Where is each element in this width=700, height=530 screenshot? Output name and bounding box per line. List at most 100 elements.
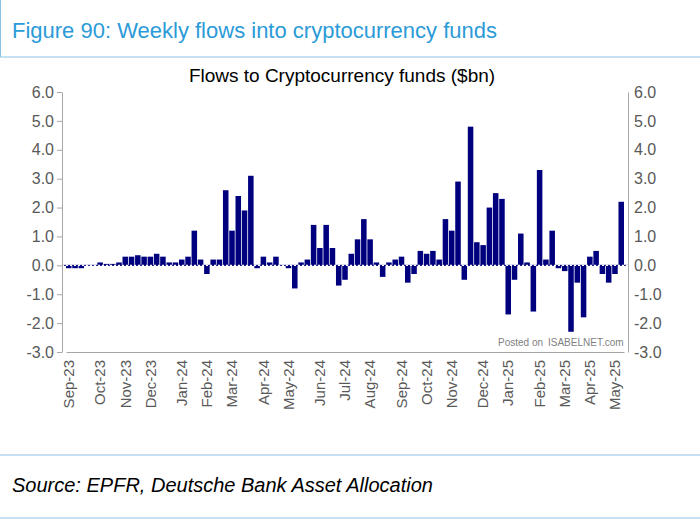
- bar: [618, 202, 624, 266]
- tick: 0.0: [32, 257, 62, 274]
- tick: 5.0: [628, 113, 656, 130]
- bar: [148, 257, 154, 266]
- tick: Apr-24: [255, 352, 272, 405]
- tick: 1.0: [32, 228, 62, 245]
- x-axis: Sep-23Oct-23Nov-23Dec-23Jan-24Feb-24Mar-…: [60, 352, 624, 410]
- bar: [505, 265, 511, 314]
- bar: [292, 265, 298, 288]
- y2-axis: 6.05.04.03.02.01.00.0-1.0-2.0-3.0: [628, 84, 662, 361]
- tick: -2.0: [628, 315, 662, 332]
- tick-label: 3.0: [32, 170, 54, 187]
- tick-label: Oct-24: [418, 360, 435, 405]
- tick-label: 2.0: [32, 199, 54, 216]
- tick: Dec-23: [142, 352, 159, 408]
- bar: [487, 208, 493, 266]
- tick: 0.0: [628, 257, 656, 274]
- bar: [305, 260, 311, 266]
- bar: [581, 265, 587, 317]
- tick-mark: [57, 265, 62, 266]
- tick: Jan-24: [173, 352, 190, 406]
- tick: Jan-25: [499, 352, 516, 406]
- bar: [229, 231, 235, 266]
- bar: [449, 231, 455, 266]
- tick-label: Dec-24: [474, 360, 491, 408]
- tick: Mar-24: [223, 352, 240, 408]
- tick: May-24: [280, 352, 297, 410]
- tick-label: Mar-24: [223, 360, 240, 408]
- bar: [141, 257, 147, 266]
- bar: [480, 245, 486, 265]
- tick-mark: [57, 121, 62, 122]
- bar: [405, 265, 411, 282]
- bar: [418, 251, 424, 265]
- tick-label: 2.0: [634, 199, 656, 216]
- tick-label: -2.0: [634, 315, 662, 332]
- tick-mark: [57, 352, 62, 353]
- tick: 5.0: [32, 113, 62, 130]
- bar: [562, 265, 568, 271]
- watermark: Posted on: [498, 337, 543, 348]
- bar: [185, 257, 191, 266]
- frame-line: [0, 57, 700, 58]
- tick-label: May-24: [280, 360, 297, 410]
- bar: [531, 265, 537, 311]
- bar: [493, 193, 499, 265]
- tick-label: Jan-24: [173, 360, 190, 406]
- tick: -3.0: [628, 344, 662, 361]
- tick-label: 3.0: [634, 170, 656, 187]
- tick-label: May-25: [606, 360, 623, 410]
- tick: -1.0: [628, 286, 662, 303]
- bar: [210, 260, 216, 266]
- tick: Dec-24: [474, 352, 491, 408]
- bar: [355, 239, 361, 265]
- tick: Sep-24: [393, 352, 410, 408]
- bar: [468, 127, 474, 266]
- bar: [198, 260, 204, 266]
- tick: Aug-24: [361, 352, 378, 408]
- tick-mark: [57, 294, 62, 295]
- bar: [179, 260, 185, 266]
- tick: Apr-25: [581, 352, 598, 405]
- tick-label: 0.0: [32, 257, 54, 274]
- bar: [330, 248, 336, 265]
- tick-label: -1.0: [634, 286, 662, 303]
- tick: 4.0: [32, 141, 62, 158]
- bar: [154, 254, 160, 266]
- tick: 6.0: [628, 84, 656, 101]
- bar: [342, 265, 348, 279]
- bar: [380, 265, 386, 277]
- tick-label: Oct-23: [91, 360, 108, 405]
- tick: Nov-23: [117, 352, 134, 408]
- tick-label: -3.0: [26, 344, 54, 361]
- bar: [606, 265, 612, 282]
- zero-line: [62, 265, 628, 266]
- tick-label: Jan-25: [499, 360, 516, 406]
- tick-label: Jun-24: [311, 360, 328, 406]
- tick: Oct-24: [418, 352, 435, 405]
- bar: [311, 225, 317, 265]
- tick: Feb-24: [198, 352, 215, 408]
- tick-label: Aug-24: [361, 360, 378, 408]
- tick: 6.0: [32, 84, 62, 101]
- tick-label: 6.0: [32, 84, 54, 101]
- tick-label: -3.0: [634, 344, 662, 361]
- tick-label: -2.0: [26, 315, 54, 332]
- bar: [129, 257, 135, 266]
- bar: [361, 219, 367, 265]
- bar: [612, 265, 618, 274]
- bar: [512, 265, 518, 279]
- zero-line-dash: [62, 265, 628, 266]
- bar: [424, 254, 430, 266]
- tick-mark: [57, 179, 62, 180]
- tick: 2.0: [628, 199, 656, 216]
- frame-line: [0, 455, 700, 456]
- bar: [217, 260, 223, 266]
- tick-label: Nov-24: [443, 360, 460, 408]
- tick-label: 4.0: [634, 141, 656, 158]
- bar: [593, 251, 599, 265]
- bar: [411, 265, 417, 274]
- bar: [336, 265, 342, 285]
- frame-line: [0, 0, 1, 57]
- bar: [392, 260, 398, 266]
- tick-label: -1.0: [26, 286, 54, 303]
